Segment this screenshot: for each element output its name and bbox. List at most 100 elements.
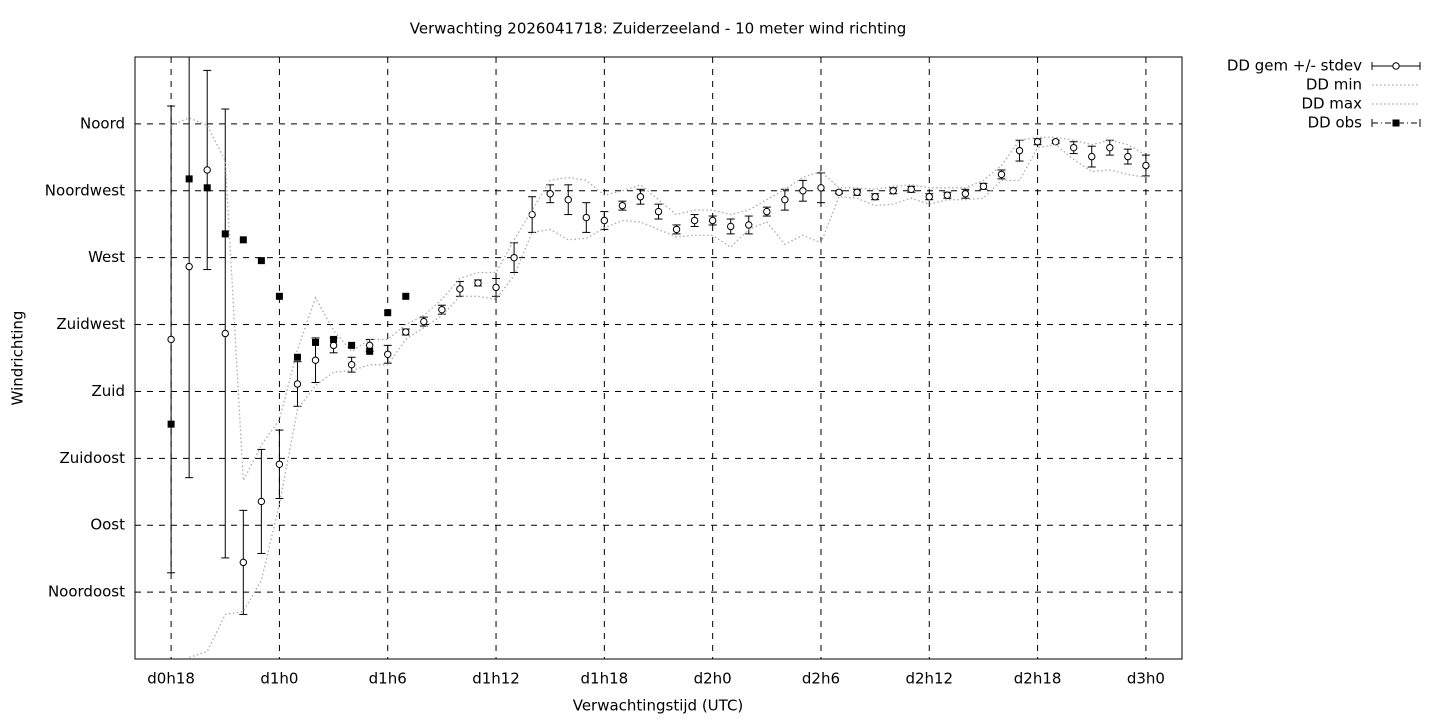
mean-point: [546, 190, 554, 198]
x-tick-label: d1h0: [260, 670, 298, 688]
x-tick-label: d0h18: [147, 670, 195, 688]
mean-point: [943, 191, 952, 199]
mean-point: [239, 558, 248, 567]
x-tick-label: d2h18: [1014, 670, 1062, 688]
mean-point: [600, 216, 609, 225]
x-tick-label: d1h6: [369, 670, 407, 688]
obs-point: [239, 236, 247, 244]
mean-point: [853, 188, 861, 196]
y-axis-label: Windrichting: [9, 311, 27, 406]
mean-point: [528, 210, 536, 219]
mean-point: [1033, 138, 1042, 146]
mean-point: [763, 207, 771, 216]
mean-point: [402, 328, 410, 336]
y-tick-label: Zuidoost: [59, 449, 125, 467]
mean-point: [835, 188, 843, 196]
mean-point: [745, 221, 753, 229]
mean-point: [907, 185, 915, 193]
legend-sample: [1392, 62, 1400, 70]
obs-point: [167, 420, 175, 428]
mean-point: [438, 305, 446, 314]
mean-point: [329, 341, 338, 350]
mean-point: [293, 380, 302, 388]
mean-point: [690, 216, 699, 225]
x-tick-label: d2h6: [802, 670, 840, 688]
mean-point: [979, 182, 988, 191]
legend-label: DD min: [1306, 76, 1362, 94]
mean-point: [311, 356, 320, 364]
mean-point: [781, 195, 789, 204]
mean-point: [420, 317, 428, 326]
plot-border: [134, 56, 1183, 660]
obs-point: [203, 184, 211, 192]
mean-point: [203, 166, 211, 174]
mean-point: [1142, 161, 1150, 170]
mean-point: [1088, 152, 1096, 161]
mean-point: [365, 341, 374, 350]
y-tick-label: Noordoost: [48, 583, 125, 601]
mean-point: [871, 193, 879, 201]
legend-label: DD obs: [1308, 114, 1363, 132]
mean-point: [672, 225, 681, 234]
x-tick-label: d2h12: [905, 670, 953, 688]
mean-point: [799, 187, 807, 195]
mean-point: [1069, 143, 1078, 152]
x-tick-label: d1h18: [581, 670, 629, 688]
range-line: [188, 144, 1147, 659]
mean-point: [456, 285, 464, 293]
obs-point: [348, 341, 356, 349]
y-tick-label: Noord: [80, 114, 125, 132]
mean-point: [564, 195, 572, 204]
obs-point: [402, 292, 410, 300]
y-tick-label: Noordwest: [45, 181, 125, 199]
obs-point: [185, 175, 193, 183]
obs-point: [384, 309, 392, 317]
range-line: [170, 117, 1147, 484]
obs-point: [221, 230, 229, 238]
mean-point: [961, 190, 970, 198]
obs-point: [293, 353, 301, 361]
mean-point: [889, 187, 897, 195]
x-tick-label: d3h0: [1127, 670, 1165, 688]
obs-point: [366, 347, 374, 355]
obs-point: [330, 335, 338, 343]
mean-point: [1051, 138, 1060, 146]
mean-point: [347, 360, 356, 369]
mean-point: [618, 201, 627, 210]
mean-point: [1015, 146, 1024, 155]
mean-point: [384, 350, 392, 358]
x-axis-label: Verwachtingstijd (UTC): [573, 697, 744, 715]
legend-label: DD max: [1301, 95, 1362, 113]
obs-point: [257, 257, 265, 265]
mean-point: [817, 184, 825, 192]
obs-point: [275, 292, 283, 300]
y-tick-label: Zuidwest: [56, 315, 125, 333]
mean-point: [167, 335, 175, 344]
mean-point: [654, 207, 663, 216]
mean-point: [1124, 152, 1132, 161]
mean-point: [636, 193, 645, 201]
mean-point: [275, 460, 284, 468]
mean-point: [492, 283, 500, 292]
x-tick-label: d1h12: [472, 670, 520, 688]
mean-point: [510, 253, 518, 262]
y-tick-label: Zuid: [92, 382, 125, 400]
mean-point: [221, 329, 229, 338]
mean-point: [257, 497, 266, 506]
y-tick-label: Oost: [90, 516, 125, 534]
mean-point: [925, 193, 933, 201]
chart-title: Verwachting 2026041718: Zuiderzeeland - …: [410, 20, 906, 38]
mean-point: [997, 170, 1006, 179]
mean-point: [1106, 143, 1114, 152]
mean-point: [185, 262, 193, 271]
mean-point: [474, 279, 482, 287]
mean-point: [708, 216, 717, 225]
mean-point: [582, 213, 590, 222]
obs-point: [312, 338, 320, 346]
mean-point: [727, 222, 735, 231]
y-tick-label: West: [88, 248, 125, 266]
x-tick-label: d2h0: [694, 670, 732, 688]
legend-label: DD gem +/- stdev: [1227, 57, 1362, 75]
legend-sample: [1392, 119, 1400, 127]
